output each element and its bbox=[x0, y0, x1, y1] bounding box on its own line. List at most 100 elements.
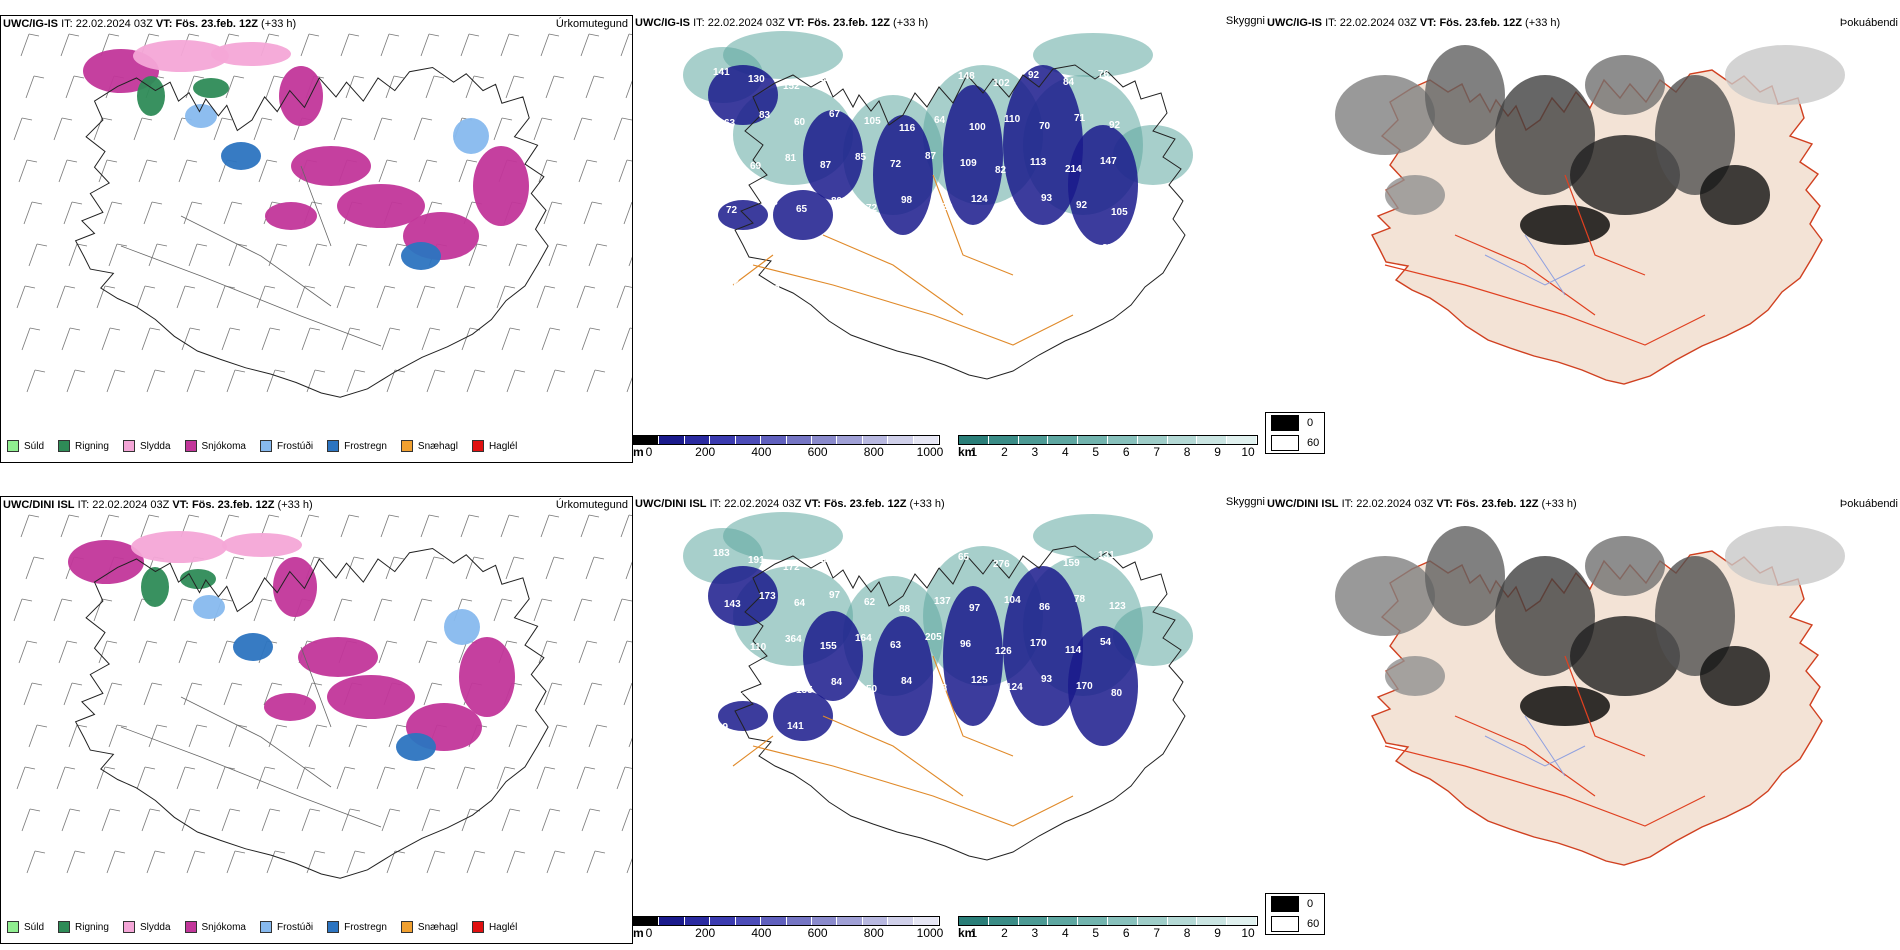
panel-name: Úrkomutegund bbox=[555, 499, 628, 511]
ceiling-value: 65 bbox=[796, 204, 808, 215]
ceiling-value: 112 bbox=[923, 560, 940, 571]
ceiling-value: 67 bbox=[717, 241, 729, 252]
ceiling-value: 91 bbox=[1006, 201, 1018, 212]
legend-item: Frostúði bbox=[259, 440, 313, 452]
ceiling-value: 100 bbox=[969, 122, 986, 133]
ceiling-value: 152 bbox=[783, 81, 800, 92]
ceiling-value: 114 bbox=[853, 561, 870, 572]
cloud-map: 141 130 152 153 198 87 78 148 102 92 84 76 63 83 60 67 1… bbox=[683, 31, 1193, 433]
colorbar-cell bbox=[1197, 436, 1228, 444]
ceiling-value: 93 bbox=[1041, 193, 1053, 204]
ceiling-value: 92 bbox=[1076, 200, 1088, 211]
ceiling-value: 63 bbox=[890, 640, 902, 651]
fog-legend-label: 60 bbox=[1307, 437, 1320, 449]
fog-legend-row: 60 bbox=[1266, 433, 1324, 453]
ceiling-value: 97 bbox=[829, 590, 841, 601]
ceiling-value: 155 bbox=[888, 553, 905, 564]
ceiling-value: 191 bbox=[748, 555, 765, 566]
precip-legend: Súld Rigning Slydda Snjókoma Frostúði Frostre… bbox=[7, 919, 531, 935]
colorbar-tick: 8 bbox=[1183, 445, 1191, 459]
colorbar-tick: 400 bbox=[751, 445, 772, 459]
ceiling-value: 50 bbox=[866, 684, 878, 695]
colorbar-cell bbox=[1137, 436, 1168, 444]
ceiling-value: 114 bbox=[892, 246, 909, 257]
legend-item: Slydda bbox=[122, 440, 171, 452]
ceiling-value: 364 bbox=[785, 634, 802, 645]
colorbar-cell bbox=[1167, 917, 1198, 925]
ceiling-value: 170 bbox=[1076, 681, 1093, 692]
legend-label: Snjókoma bbox=[201, 921, 246, 933]
ceiling-value: 103 bbox=[761, 197, 778, 208]
ceiling-value: 72 bbox=[866, 203, 878, 214]
colorbar-cell bbox=[888, 436, 914, 444]
ceiling-value: 83 bbox=[759, 110, 771, 121]
ceiling-value: 183 bbox=[713, 548, 730, 559]
ceiling-value: 135 bbox=[796, 685, 813, 696]
fog-legend-label: 0 bbox=[1307, 898, 1314, 910]
legend-swatch bbox=[184, 921, 197, 933]
ceiling-value: 65 bbox=[958, 552, 970, 563]
ceiling-value: 161 bbox=[726, 686, 743, 697]
colorbar-tick: 6 bbox=[1122, 445, 1130, 459]
colorbar-tick: 2 bbox=[1001, 926, 1008, 940]
colorbar-tick: 5 bbox=[1092, 445, 1100, 459]
fog-legend-swatch bbox=[1271, 916, 1299, 932]
panel-title: UWC/DINI ISL IT: 22.02.2024 03Z VT: Fös.… bbox=[1267, 498, 1577, 510]
colorbar-cell bbox=[988, 436, 1019, 444]
legend-swatch bbox=[7, 440, 19, 452]
colorbar-tick: 5 bbox=[1092, 926, 1100, 940]
ceiling-value: 92 bbox=[1109, 120, 1121, 131]
legend-item: Súld bbox=[7, 921, 44, 933]
ceiling-value: 141 bbox=[787, 721, 804, 732]
panel-title: UWC/DINI ISL IT: 22.02.2024 03Z VT: Fös.… bbox=[3, 499, 313, 511]
ceiling-value: 143 bbox=[724, 599, 741, 610]
legend-label: Snæhagl bbox=[417, 440, 458, 452]
ceiling-value: 131 bbox=[1098, 550, 1115, 561]
ceiling-value: 70 bbox=[1039, 121, 1051, 132]
colorbar-tick: 7 bbox=[1153, 445, 1160, 459]
panel-name: Úrkomutegund bbox=[555, 18, 628, 30]
ceiling-value: 214 bbox=[1065, 164, 1082, 175]
colorbar-cell bbox=[959, 917, 989, 925]
ceiling-value: 82 bbox=[728, 277, 740, 288]
ceiling-value: 96 bbox=[960, 639, 972, 650]
colorbar-tick: 3 bbox=[1031, 445, 1039, 459]
colorbar-tick: 0 bbox=[645, 445, 653, 459]
colorbar-cell bbox=[1107, 917, 1138, 925]
legend-label: Frostregn bbox=[344, 440, 387, 452]
legend-item: Slydda bbox=[122, 921, 171, 933]
legend-swatch bbox=[327, 921, 340, 933]
fog-legend-row: 0 bbox=[1266, 413, 1324, 433]
legend-swatch bbox=[122, 921, 135, 933]
colorbar-tick: 200 bbox=[695, 445, 716, 459]
ceiling-value: 85 bbox=[1102, 243, 1114, 254]
colorbar-cell bbox=[837, 917, 863, 925]
ceiling-value: 80 bbox=[1111, 688, 1123, 699]
ceiling-value: 64 bbox=[934, 115, 946, 126]
colorbar-cell bbox=[913, 436, 940, 444]
colorbar-cell bbox=[1078, 436, 1108, 444]
legend-item: Frostúði bbox=[259, 921, 313, 933]
ceiling-value: 104 bbox=[1004, 595, 1021, 606]
legend-label: Slydda bbox=[139, 921, 171, 933]
ceiling-value: 87 bbox=[888, 72, 900, 83]
ceiling-value: 114 bbox=[1065, 645, 1082, 656]
panel-title: UWC/IG-IS IT: 22.02.2024 03Z VT: Fös. 23… bbox=[1267, 17, 1561, 29]
colorbar-cell bbox=[811, 917, 838, 925]
legend-label: Rigning bbox=[75, 921, 109, 933]
ceiling-value: 61 bbox=[1067, 236, 1079, 247]
colorbar-cell bbox=[659, 917, 685, 925]
ceiling-value: 68 bbox=[936, 683, 948, 694]
legend-item: Súld bbox=[7, 440, 44, 452]
ceiling-value: 105 bbox=[1111, 207, 1128, 218]
cloud-panel-ig: UWC/IG-IS IT: 22.02.2024 03Z VT: Fös. 23… bbox=[633, 15, 1265, 463]
ceiling-value: 93 bbox=[1041, 674, 1053, 685]
ceiling-value: 54 bbox=[1100, 637, 1112, 648]
colorbar-labels: m 0 200 400 600 800 1000 bbox=[633, 926, 943, 940]
legend-item: Rigning bbox=[58, 921, 109, 933]
ceiling-value: 148 bbox=[958, 71, 975, 82]
ceiling-value: 65 bbox=[1032, 244, 1044, 255]
ceiling-value: 70 bbox=[822, 247, 834, 258]
ceiling-value: 153 bbox=[818, 73, 835, 84]
fog-legend: 0 60 bbox=[1265, 893, 1325, 935]
